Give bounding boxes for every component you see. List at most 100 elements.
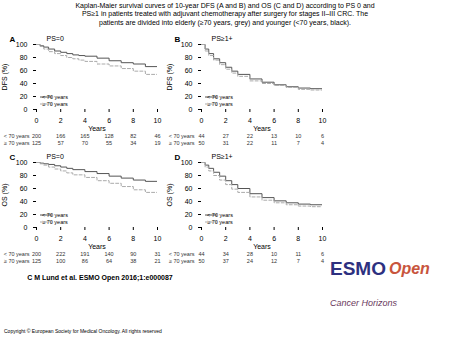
svg-text:6: 6 [321, 133, 324, 139]
svg-text:20: 20 [185, 93, 193, 100]
svg-text:6: 6 [107, 235, 111, 242]
svg-text:0: 0 [189, 106, 193, 113]
svg-text:4: 4 [83, 235, 87, 242]
svg-text:31: 31 [223, 140, 229, 146]
svg-text:8: 8 [296, 235, 300, 242]
svg-text:222: 222 [56, 251, 65, 257]
svg-text:80: 80 [20, 172, 28, 179]
svg-text:≥ 70 years: ≥ 70 years [207, 101, 233, 107]
svg-text:125: 125 [32, 140, 41, 146]
svg-text:< 70 years: < 70 years [4, 133, 30, 139]
svg-text:4: 4 [321, 140, 324, 146]
svg-text:50: 50 [198, 140, 204, 146]
svg-text:60: 60 [20, 67, 28, 74]
svg-text:2: 2 [59, 117, 63, 124]
svg-text:≥ 70 years: ≥ 70 years [42, 101, 68, 107]
svg-text:A: A [10, 35, 16, 44]
svg-text:6: 6 [272, 235, 276, 242]
svg-text:6: 6 [321, 251, 324, 257]
svg-text:0: 0 [35, 235, 39, 242]
svg-text:10: 10 [271, 251, 277, 257]
svg-text:55: 55 [106, 140, 112, 146]
svg-text:7: 7 [297, 140, 300, 146]
svg-text:C: C [10, 153, 16, 162]
svg-text:PS≥1+: PS≥1+ [212, 153, 233, 160]
svg-text:19: 19 [154, 140, 160, 146]
svg-text:80: 80 [20, 54, 28, 61]
svg-text:100: 100 [16, 41, 28, 48]
svg-text:31: 31 [154, 251, 160, 257]
svg-text:38: 38 [130, 258, 136, 264]
svg-text:64: 64 [106, 258, 112, 264]
svg-text:60: 60 [185, 185, 193, 192]
svg-text:6: 6 [272, 117, 276, 124]
svg-text:100: 100 [181, 159, 193, 166]
svg-text:< 70 years: < 70 years [207, 212, 233, 218]
svg-text:10: 10 [154, 117, 162, 124]
svg-text:100: 100 [56, 258, 65, 264]
svg-text:20: 20 [20, 93, 28, 100]
svg-text:< 70 years: < 70 years [169, 133, 195, 139]
svg-text:22: 22 [247, 133, 253, 139]
svg-text:11: 11 [271, 140, 277, 146]
svg-text:22: 22 [247, 140, 253, 146]
svg-text:37: 37 [223, 258, 229, 264]
svg-text:8: 8 [131, 235, 135, 242]
svg-text:166: 166 [56, 133, 65, 139]
svg-text:10: 10 [319, 235, 327, 242]
svg-text:< 70 years: < 70 years [42, 212, 68, 218]
svg-text:40: 40 [20, 80, 28, 87]
svg-text:57: 57 [58, 140, 64, 146]
svg-text:PS=0: PS=0 [47, 35, 64, 42]
svg-text:21: 21 [154, 258, 160, 264]
svg-text:0: 0 [35, 117, 39, 124]
svg-text:0: 0 [24, 224, 28, 231]
svg-text:10: 10 [319, 117, 327, 124]
svg-text:60: 60 [20, 185, 28, 192]
svg-text:< 70 years: < 70 years [207, 94, 233, 100]
svg-text:125: 125 [32, 258, 41, 264]
svg-text:165: 165 [80, 133, 89, 139]
svg-text:70: 70 [82, 140, 88, 146]
svg-text:≥ 70 years: ≥ 70 years [207, 219, 233, 225]
svg-text:PS=0: PS=0 [47, 153, 64, 160]
svg-text:10: 10 [295, 133, 301, 139]
svg-text:20: 20 [185, 211, 193, 218]
svg-text:4: 4 [321, 258, 324, 264]
svg-text:2: 2 [224, 235, 228, 242]
svg-text:10: 10 [154, 235, 162, 242]
svg-text:82: 82 [130, 133, 136, 139]
svg-text:≥ 70 years: ≥ 70 years [169, 258, 195, 264]
svg-text:8: 8 [296, 117, 300, 124]
svg-text:≥ 70 years: ≥ 70 years [4, 140, 30, 146]
svg-text:4: 4 [248, 235, 252, 242]
svg-text:40: 40 [185, 80, 193, 87]
svg-text:0: 0 [200, 235, 204, 242]
svg-text:40: 40 [185, 198, 193, 205]
svg-text:4: 4 [83, 117, 87, 124]
svg-text:34: 34 [223, 251, 229, 257]
svg-text:< 70 years: < 70 years [4, 251, 30, 257]
svg-text:Years: Years [88, 125, 106, 132]
svg-text:DFS (%): DFS (%) [1, 64, 9, 91]
svg-text:24: 24 [247, 258, 253, 264]
svg-text:200: 200 [32, 133, 41, 139]
svg-text:200: 200 [32, 251, 41, 257]
svg-text:191: 191 [80, 251, 89, 257]
svg-text:20: 20 [20, 211, 28, 218]
svg-text:≥ 70 years: ≥ 70 years [169, 140, 195, 146]
svg-text:80: 80 [185, 172, 193, 179]
svg-text:8: 8 [131, 117, 135, 124]
svg-text:46: 46 [154, 133, 160, 139]
svg-text:100: 100 [181, 41, 193, 48]
svg-text:0: 0 [189, 224, 193, 231]
svg-text:6: 6 [107, 117, 111, 124]
svg-text:< 70 years: < 70 years [169, 251, 195, 257]
svg-text:7: 7 [297, 258, 300, 264]
svg-text:Years: Years [253, 125, 271, 132]
svg-text:90: 90 [130, 251, 136, 257]
svg-text:44: 44 [198, 133, 204, 139]
svg-text:11: 11 [295, 251, 301, 257]
svg-text:4: 4 [248, 117, 252, 124]
svg-text:B: B [175, 35, 181, 44]
